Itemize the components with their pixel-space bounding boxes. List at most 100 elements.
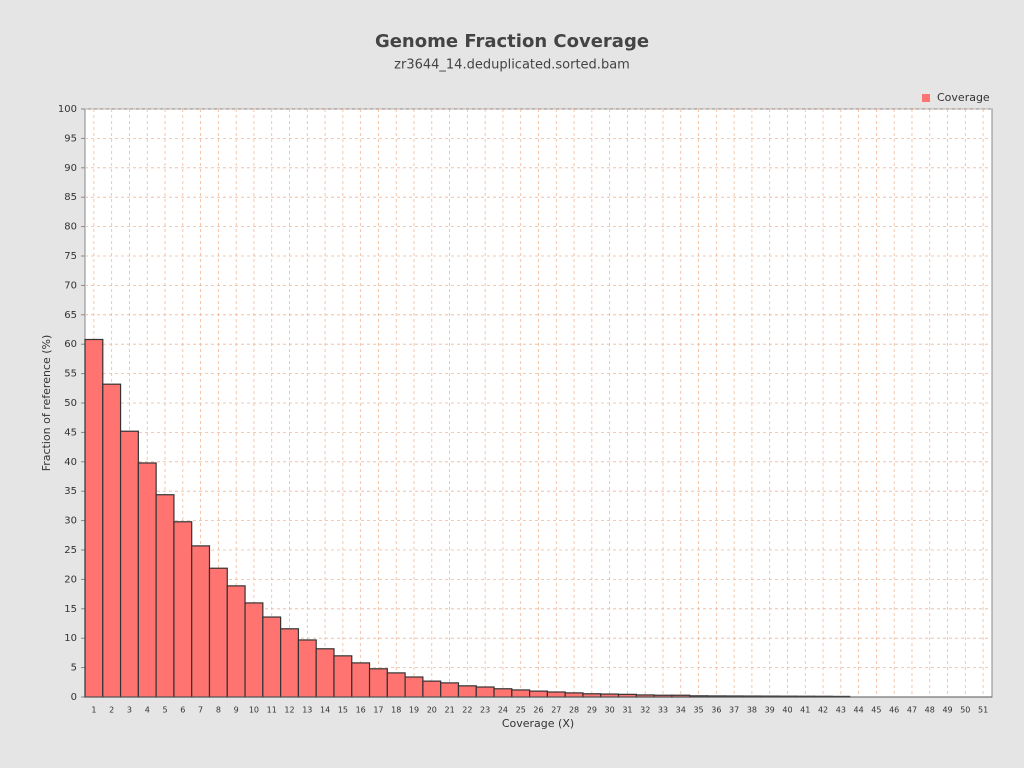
- bar: [422, 680, 442, 698]
- x-tick-label: 22: [462, 706, 472, 715]
- y-axis-label: Fraction of reference (%): [40, 335, 53, 472]
- x-tick-label: 23: [480, 706, 490, 715]
- bar: [351, 662, 371, 698]
- bar: [457, 685, 477, 698]
- x-tick-label: 30: [605, 706, 615, 715]
- x-tick-label: 24: [498, 706, 508, 715]
- x-tick-label: 10: [249, 706, 259, 715]
- x-tick-label: 41: [800, 706, 810, 715]
- y-tick-label: 55: [64, 369, 77, 380]
- x-tick-label: 44: [854, 706, 864, 715]
- bar: [226, 585, 246, 698]
- y-tick-label: 45: [64, 427, 77, 438]
- x-tick-label: 51: [978, 706, 988, 715]
- x-tick-label: 4: [145, 706, 150, 715]
- x-tick-label: 8: [216, 706, 221, 715]
- bar: [386, 672, 406, 698]
- y-tick-label: 50: [64, 398, 77, 409]
- bar: [191, 545, 211, 698]
- x-tick-label: 18: [391, 706, 401, 715]
- x-tick-label: 16: [356, 706, 366, 715]
- x-tick-label: 43: [836, 706, 846, 715]
- x-tick-label: 27: [551, 706, 561, 715]
- y-tick-label: 80: [64, 222, 77, 233]
- x-tick-label: 25: [516, 706, 526, 715]
- bar: [84, 338, 104, 698]
- x-tick-label: 40: [782, 706, 792, 715]
- x-tick-label: 20: [427, 706, 437, 715]
- bar: [404, 676, 424, 698]
- bar: [529, 690, 548, 698]
- bar: [546, 691, 566, 698]
- x-tick-label: 12: [284, 706, 294, 715]
- bar: [333, 655, 353, 698]
- x-tick-label: 42: [818, 706, 828, 715]
- y-tick-label: 85: [64, 192, 77, 203]
- x-tick-label: 5: [162, 706, 167, 715]
- x-tick-label: 31: [622, 706, 632, 715]
- bar: [208, 567, 228, 698]
- y-tick-label: 65: [64, 310, 77, 321]
- x-tick-label: 11: [267, 706, 277, 715]
- bar: [155, 494, 175, 698]
- x-tick-label: 21: [444, 706, 454, 715]
- bar: [440, 682, 460, 698]
- x-tick-label: 2: [109, 706, 114, 715]
- bar: [564, 692, 584, 698]
- x-tick-label: 32: [640, 706, 650, 715]
- y-tick-label: 60: [64, 339, 77, 350]
- y-tick-label: 15: [64, 604, 77, 615]
- x-tick-label: 33: [658, 706, 668, 715]
- bar: [280, 628, 300, 698]
- x-tick-label: 17: [373, 706, 383, 715]
- bar: [102, 383, 122, 698]
- bar: [315, 648, 335, 698]
- x-tick-label: 14: [320, 706, 330, 715]
- x-tick-label: 36: [711, 706, 721, 715]
- x-tick-label: 37: [729, 706, 739, 715]
- x-tick-label: 45: [871, 706, 881, 715]
- y-tick-label: 20: [64, 574, 77, 585]
- x-tick-label: 19: [409, 706, 419, 715]
- x-tick-label: 28: [569, 706, 579, 715]
- bar: [297, 639, 317, 698]
- bar: [244, 602, 264, 698]
- bar: [475, 686, 495, 698]
- legend-label: Coverage: [937, 91, 990, 104]
- x-tick-label: 15: [338, 706, 348, 715]
- bar: [511, 689, 531, 698]
- x-tick-label: 46: [889, 706, 899, 715]
- bar: [137, 462, 157, 698]
- x-tick-label: 1: [91, 706, 96, 715]
- y-tick-label: 30: [64, 516, 77, 527]
- y-tick-label: 90: [64, 163, 77, 174]
- bar: [173, 521, 193, 698]
- x-tick-label: 6: [180, 706, 185, 715]
- chart-subtitle: zr3644_14.deduplicated.sorted.bam: [394, 58, 630, 73]
- bar: [368, 668, 388, 698]
- y-tick-label: 95: [64, 133, 77, 144]
- x-tick-label: 47: [907, 706, 917, 715]
- x-tick-label: 9: [234, 706, 239, 715]
- y-tick-label: 10: [64, 633, 77, 644]
- x-tick-label: 50: [960, 706, 970, 715]
- chart-title: Genome Fraction Coverage: [375, 31, 649, 52]
- x-tick-label: 48: [925, 706, 935, 715]
- x-tick-label: 3: [127, 706, 132, 715]
- x-axis-label: Coverage (X): [502, 717, 574, 730]
- y-tick-label: 100: [58, 104, 77, 115]
- x-tick-label: 7: [198, 706, 203, 715]
- y-tick-label: 75: [64, 251, 77, 262]
- y-tick-label: 35: [64, 486, 77, 497]
- y-tick-label: 40: [64, 457, 77, 468]
- x-tick-label: 39: [765, 706, 775, 715]
- y-tick-label: 5: [71, 663, 77, 674]
- x-tick-label: 35: [693, 706, 703, 715]
- x-tick-label: 38: [747, 706, 757, 715]
- bar: [119, 430, 139, 698]
- x-tick-label: 29: [587, 706, 597, 715]
- legend-swatch: [922, 94, 930, 102]
- x-tick-label: 13: [302, 706, 312, 715]
- y-tick-label: 25: [64, 545, 77, 556]
- bar: [493, 688, 513, 698]
